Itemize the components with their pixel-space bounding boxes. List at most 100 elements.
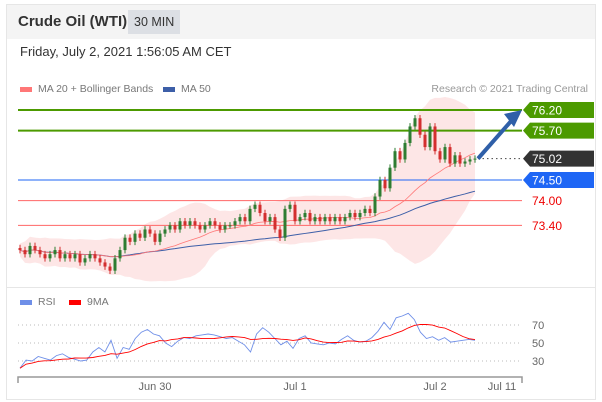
candle-body	[353, 213, 357, 218]
candle-body	[168, 225, 172, 230]
rsi-line	[19, 312, 476, 369]
candle-body	[158, 233, 162, 242]
legend-rsi: RSI	[20, 296, 56, 308]
candle-body	[393, 151, 397, 168]
candle-body	[358, 213, 362, 218]
candle-body	[143, 229, 147, 238]
candle-body	[348, 213, 352, 218]
candle-body	[268, 217, 272, 222]
candle-body	[453, 155, 457, 164]
legend-ma20-label: MA 20 + Bollinger Bands	[38, 83, 154, 95]
candle-body	[473, 158, 477, 160]
candle-body	[138, 233, 142, 238]
credit-text: Research © 2021 Trading Central	[431, 83, 588, 95]
candle-body	[93, 254, 97, 259]
candle-body	[213, 221, 217, 226]
candle-body	[398, 151, 402, 160]
candle-body	[308, 213, 312, 222]
candle-body	[118, 250, 122, 259]
level-label: 76.20	[532, 104, 562, 118]
candle-body	[258, 204, 262, 213]
time-tick: Jul 11	[488, 381, 517, 393]
bollinger-band	[20, 97, 475, 282]
rsi-tick: 50	[532, 338, 544, 350]
legend-rsi-label: RSI	[38, 296, 56, 308]
level-tag-74.50	[523, 172, 594, 189]
candle-body	[18, 248, 22, 251]
forecast-arrowhead	[504, 110, 522, 127]
candle-body	[133, 233, 137, 242]
candle-body	[438, 151, 442, 160]
level-tag-75.02	[523, 150, 594, 167]
candle-body	[198, 225, 202, 230]
level-tag-76.20	[523, 102, 594, 118]
header-bar	[7, 5, 595, 39]
candle-body	[338, 217, 342, 222]
level-tag-75.70	[523, 122, 594, 139]
candle-body	[248, 208, 252, 222]
candle-body	[23, 250, 27, 255]
candle-body	[433, 126, 437, 152]
candle-body	[53, 250, 57, 255]
candle-body	[383, 180, 387, 189]
candle-body	[463, 161, 467, 164]
candle-body	[173, 225, 177, 230]
level-label: 73.40	[532, 219, 562, 233]
candle-body	[443, 147, 447, 160]
candle-body	[278, 229, 282, 238]
candle-body	[153, 233, 157, 242]
candle-body	[243, 217, 247, 222]
candle-body	[233, 221, 237, 226]
candle-body	[218, 225, 222, 230]
candle-body	[403, 142, 407, 160]
candle-body	[318, 217, 322, 222]
candle-body	[183, 221, 187, 226]
candle-body	[208, 221, 212, 226]
candle-body	[378, 180, 382, 197]
candle-body	[423, 134, 427, 148]
candle-body	[228, 225, 232, 227]
candle-body	[238, 217, 242, 222]
candle-body	[203, 225, 207, 230]
level-label: 74.00	[532, 194, 562, 208]
candle-body	[98, 258, 102, 263]
candle-body	[148, 229, 152, 234]
candle-body	[88, 254, 92, 259]
panel-divider	[7, 287, 595, 288]
legend-ma50: MA 50	[163, 83, 211, 95]
candle-body	[163, 229, 167, 234]
candle-body	[83, 258, 87, 263]
candle-body	[108, 266, 112, 271]
candle-body	[273, 217, 277, 230]
candle-body	[63, 254, 67, 259]
candle-body	[368, 208, 372, 213]
candle-body	[123, 237, 127, 251]
candle-body	[33, 245, 37, 251]
candle-body	[188, 221, 192, 226]
instrument-title: Crude Oil (WTI)	[18, 13, 128, 30]
candle-body	[303, 213, 307, 218]
candle-body	[408, 126, 412, 143]
rsi-tick: 30	[532, 356, 544, 368]
candle-body	[288, 204, 292, 209]
candle-body	[263, 213, 267, 222]
candle-body	[38, 250, 42, 255]
candle-body	[43, 254, 47, 259]
candle-body	[58, 250, 62, 259]
candle-body	[448, 147, 452, 164]
candle-body	[333, 217, 337, 222]
interval-button[interactable]: 30 MIN	[128, 10, 181, 34]
candle-body	[323, 217, 327, 222]
candle-body	[128, 237, 132, 242]
candle-body	[373, 196, 377, 213]
candle-body	[413, 118, 417, 127]
legend-ma50-label: MA 50	[181, 83, 211, 95]
rsi-swatch	[20, 299, 32, 305]
candle-body	[68, 254, 72, 259]
candle-body	[113, 258, 117, 271]
candle-body	[253, 204, 257, 209]
level-label: 75.02	[532, 152, 562, 166]
candle-body	[298, 217, 302, 222]
candle-body	[293, 204, 297, 222]
candle-body	[468, 159, 472, 162]
